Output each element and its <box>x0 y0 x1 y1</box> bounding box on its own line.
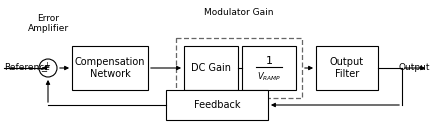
Text: −: − <box>40 68 47 76</box>
Bar <box>176 38 302 98</box>
Bar <box>166 90 268 120</box>
Text: 1: 1 <box>266 56 273 66</box>
Bar <box>72 46 148 90</box>
Text: Feedback: Feedback <box>194 100 240 110</box>
Text: Error
Amplifier: Error Amplifier <box>27 14 69 33</box>
Text: Modulator Gain: Modulator Gain <box>204 8 274 17</box>
Bar <box>242 46 296 90</box>
Bar <box>316 46 378 90</box>
Circle shape <box>39 59 57 77</box>
Text: +: + <box>43 60 50 70</box>
Bar <box>184 46 238 90</box>
Text: Output: Output <box>398 64 430 72</box>
Text: $V_{RAMP}$: $V_{RAMP}$ <box>257 71 281 83</box>
Text: Reference: Reference <box>4 64 50 72</box>
Text: DC Gain: DC Gain <box>191 63 231 73</box>
Text: Output
Filter: Output Filter <box>330 57 364 79</box>
Text: Compensation
Network: Compensation Network <box>75 57 145 79</box>
